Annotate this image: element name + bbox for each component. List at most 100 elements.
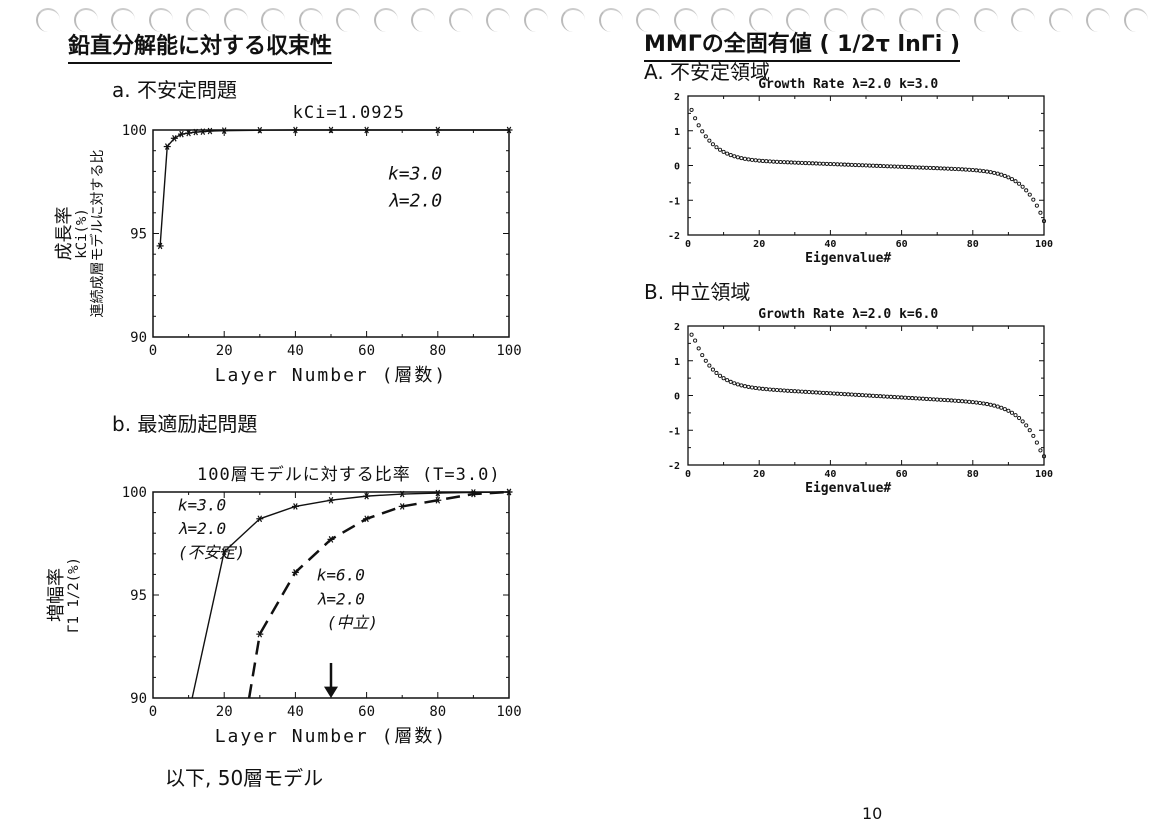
- footnote: 以下, 50層モデル: [165, 766, 324, 790]
- eigen-point: [693, 338, 698, 343]
- y-axis-label: 増幅率: [46, 568, 67, 622]
- eigen-point: [892, 164, 897, 169]
- eigen-point: [725, 378, 730, 383]
- eigen-point: [984, 402, 990, 407]
- data-point: [363, 126, 371, 134]
- series-2-annotation: (中立): [327, 613, 378, 632]
- eigen-point: [696, 346, 701, 351]
- eigen-point: [782, 388, 787, 393]
- eigen-point: [767, 159, 772, 164]
- eigen-point: [828, 161, 833, 167]
- series-1-annotation: k=3.0: [178, 496, 226, 515]
- eigen-point: [1038, 210, 1043, 215]
- eigen-point: [992, 403, 997, 408]
- x-axis-label: Eigenvalue#: [805, 251, 891, 266]
- eigen-point: [910, 396, 915, 401]
- eigen-point: [767, 387, 772, 392]
- eigen-point: [1038, 448, 1043, 453]
- y-tick-label: 2: [674, 92, 680, 103]
- eigen-point: [920, 165, 926, 170]
- eigen-point: [1013, 413, 1018, 418]
- x-tick-label: 20: [216, 343, 233, 359]
- eigen-point: [1034, 203, 1039, 208]
- y-tick-label: 90: [130, 330, 147, 346]
- data-point: [398, 503, 406, 510]
- eigen-point: [831, 391, 837, 396]
- y-tick-label: 100: [122, 485, 147, 501]
- chart-title: Growth Rate λ=2.0 k=3.0: [758, 77, 938, 92]
- eigen-point: [1020, 419, 1025, 424]
- binder-hole: [448, 8, 473, 32]
- eigen-point: [721, 149, 726, 154]
- section-B-label: B. 中立領域: [644, 280, 751, 304]
- eigen-point: [878, 394, 883, 399]
- eigen-point: [860, 393, 865, 398]
- eigen-point: [1034, 440, 1039, 445]
- data-point: [327, 536, 335, 543]
- eigen-point: [810, 390, 815, 395]
- data-point: [256, 126, 264, 134]
- eigen-point: [810, 161, 815, 166]
- eigen-point: [760, 386, 765, 391]
- eigen-point: [1041, 454, 1047, 459]
- eigen-point: [739, 383, 744, 388]
- eigen-point: [931, 397, 936, 402]
- arrow-head: [324, 686, 338, 698]
- series-1-annotation: λ=2.0: [178, 519, 226, 538]
- eigen-point: [949, 166, 954, 171]
- eigen-point: [1002, 407, 1007, 412]
- x-tick-label: 100: [496, 343, 521, 359]
- eigen-point: [967, 167, 972, 172]
- plot-frame: [687, 325, 1045, 466]
- eigen-point: [700, 129, 705, 134]
- binder-hole: [1048, 8, 1073, 32]
- eigen-point: [881, 164, 886, 169]
- eigen-point: [903, 164, 908, 170]
- chart-c: 0 20 40 60 80 100 -2 -1 0 1 2 Growth Rate λ=2.0 k=3…: [668, 77, 1053, 266]
- series-1-annotation: (不安定): [178, 543, 245, 562]
- binder-hole: [823, 8, 848, 32]
- eigen-point: [771, 387, 776, 392]
- eigen-point: [707, 138, 712, 143]
- y-tick-label: -2: [668, 231, 680, 242]
- eigen-point: [949, 398, 954, 403]
- eigen-point: [828, 391, 833, 396]
- eigen-point: [974, 168, 979, 173]
- eigen-point: [853, 162, 858, 168]
- eigen-point: [814, 161, 819, 166]
- eigen-point: [789, 160, 794, 165]
- eigen-point: [1013, 179, 1018, 184]
- eigen-point: [1017, 415, 1022, 421]
- eigen-point: [839, 162, 844, 167]
- eigen-point: [806, 161, 812, 166]
- eigen-point: [895, 395, 901, 400]
- eigen-point: [913, 396, 918, 401]
- eigen-point: [974, 400, 979, 405]
- eigen-point: [970, 400, 975, 405]
- data-point: [170, 134, 178, 142]
- x-axis-label: Layer Number (層数): [215, 726, 448, 747]
- eigen-point: [924, 165, 929, 170]
- eigen-point: [792, 389, 797, 394]
- binder-hole: [673, 8, 698, 32]
- x-tick-label: 0: [149, 704, 157, 720]
- series-line: [191, 491, 510, 699]
- eigen-point: [885, 164, 890, 169]
- eigen-point: [728, 153, 733, 158]
- data-point: [291, 569, 299, 576]
- data-point: [185, 129, 193, 137]
- eigen-point: [746, 157, 751, 162]
- eigen-point: [707, 363, 712, 368]
- series-line: [159, 129, 509, 246]
- series-2-annotation: k=6.0: [317, 566, 365, 585]
- data-point: [156, 242, 164, 250]
- series-2-annotation: λ=2.0: [317, 589, 365, 608]
- eigen-point: [881, 394, 886, 399]
- eigen-point: [764, 387, 769, 392]
- binder-hole: [373, 8, 398, 32]
- eigen-point: [924, 396, 929, 401]
- eigen-point: [746, 384, 751, 389]
- eigen-point: [693, 116, 698, 121]
- binder-hole: [973, 8, 998, 32]
- section-b-label: b. 最適励起問題: [112, 412, 258, 436]
